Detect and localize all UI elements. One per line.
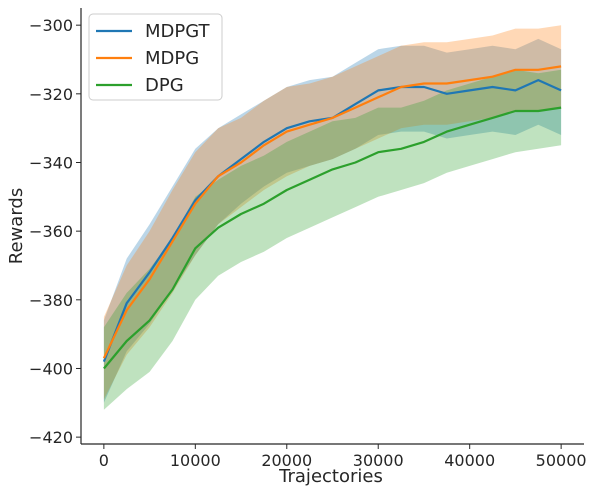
y-tick-label: −420	[29, 428, 73, 447]
line-dpg	[103, 106, 562, 370]
y-tick-label: −380	[29, 291, 73, 310]
x-tick-label: 0	[99, 451, 109, 470]
x-tick-label: 20000	[261, 451, 312, 470]
x-tick-label: 10000	[170, 451, 221, 470]
series-lines	[102, 65, 562, 370]
legend-box	[88, 13, 223, 101]
x-tick-label: 30000	[353, 451, 404, 470]
y-axis-label: Rewards	[6, 188, 27, 264]
band-mdpgt	[103, 38, 562, 403]
y-tick-label: −400	[29, 359, 73, 378]
line-mdpg	[102, 65, 562, 359]
band-mdpg	[103, 25, 562, 400]
axes	[80, 8, 584, 445]
band-dpg	[103, 69, 562, 410]
legend-label-dpg: DPG	[145, 75, 184, 96]
x-tick-label: 40000	[444, 451, 495, 470]
legend-label-mdpg: MDPG	[145, 48, 199, 69]
y-tick-label: −340	[29, 153, 73, 172]
y-tick-label: −300	[29, 16, 73, 35]
x-axis-label: Trajectories	[278, 466, 383, 487]
y-tick-label: −320	[29, 85, 73, 104]
x-tick-label: 50000	[536, 451, 587, 470]
legend-label-mdpgt: MDPGT	[145, 21, 211, 42]
x-ticks: 0 10000 20000 30000 40000 50000	[99, 444, 587, 470]
confidence-bands	[103, 25, 562, 410]
y-tick-label: −360	[29, 222, 73, 241]
y-ticks: −420 −400 −380 −360 −340 −320 −300	[29, 16, 81, 447]
legend: MDPGT MDPG DPG	[88, 13, 223, 101]
